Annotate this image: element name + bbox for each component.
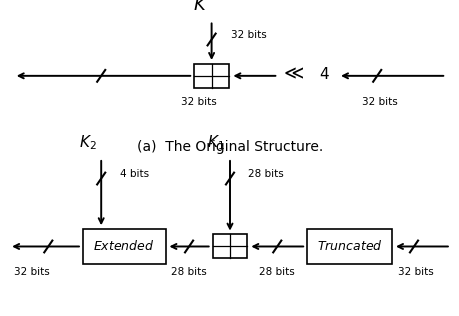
- Bar: [307, 229, 392, 264]
- Text: 4 bits: 4 bits: [119, 169, 148, 179]
- Text: 32 bits: 32 bits: [14, 267, 50, 277]
- Text: 4: 4: [319, 67, 328, 82]
- Text: 32 bits: 32 bits: [361, 97, 397, 107]
- Bar: [212, 234, 247, 258]
- Bar: [83, 229, 165, 264]
- Text: $K_2$: $K_2$: [78, 133, 96, 152]
- Text: (a)  The Original Structure.: (a) The Original Structure.: [137, 140, 322, 154]
- Text: $\mathit{Truncated}$: $\mathit{Truncated}$: [316, 240, 381, 253]
- Text: 28 bits: 28 bits: [171, 267, 207, 277]
- Text: 28 bits: 28 bits: [248, 169, 284, 179]
- Text: 28 bits: 28 bits: [259, 267, 295, 277]
- Text: 32 bits: 32 bits: [230, 30, 266, 40]
- Text: 32 bits: 32 bits: [180, 97, 216, 107]
- Text: $\ll$: $\ll$: [279, 65, 304, 84]
- Text: 32 bits: 32 bits: [397, 267, 433, 277]
- Text: $K_1$: $K_1$: [207, 133, 224, 152]
- Text: $\mathit{Extended}$: $\mathit{Extended}$: [93, 240, 155, 253]
- Text: $K$: $K$: [192, 0, 207, 14]
- Bar: [194, 64, 229, 88]
